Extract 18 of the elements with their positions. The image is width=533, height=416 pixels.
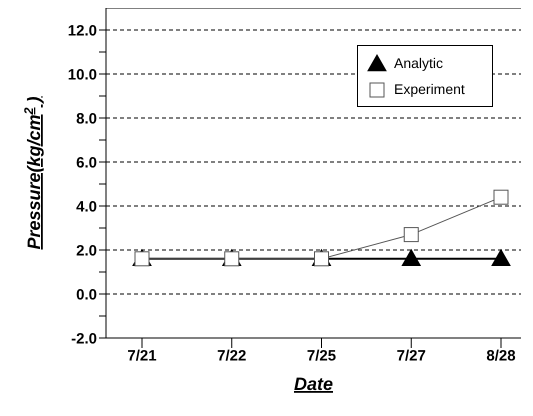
x-tick-label: 8/28 xyxy=(486,348,516,365)
point xyxy=(492,249,510,266)
y-tick-label: 12.0 xyxy=(68,22,97,40)
y-tick-label: 8.0 xyxy=(76,110,97,128)
point xyxy=(402,249,421,266)
y-tick-label: 4.0 xyxy=(76,198,97,216)
y-tick-label: 10.0 xyxy=(68,66,97,84)
legend-label: Analytic xyxy=(394,55,444,71)
x-tick-label: 7/27 xyxy=(396,348,426,365)
legend-label: Experiment xyxy=(394,81,465,97)
x-axis-title: Date xyxy=(294,374,334,394)
y-tick-label: 2.0 xyxy=(76,242,97,260)
y-tick-label: -2.0 xyxy=(71,330,97,348)
x-tick-label: 7/22 xyxy=(217,348,246,365)
y-tick-label: 6.0 xyxy=(76,154,97,172)
x-tick-label: 7/25 xyxy=(306,348,336,365)
y-tick-label: 0.0 xyxy=(76,286,97,304)
x-tick-label: 7/21 xyxy=(127,348,157,365)
